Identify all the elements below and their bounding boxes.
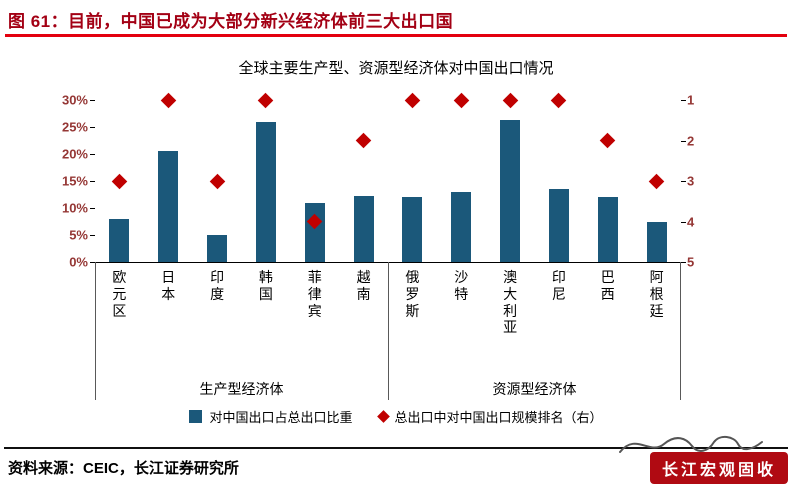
tick-mark-right (681, 221, 686, 223)
export-share-bar (402, 197, 423, 262)
chart-column (632, 100, 681, 262)
x-axis-label: 澳 大 利 亚 (503, 269, 518, 336)
group-separator-left (95, 262, 96, 400)
y-axis-right: 1 2 3 4 5 (687, 93, 717, 270)
legend-item-rank: 总出口中对中国出口规模排名（右） (376, 407, 603, 426)
chart-column (535, 92, 584, 262)
export-share-bar (597, 197, 618, 262)
y-tick-right: 1 (687, 92, 695, 108)
x-labels: 欧 元 区日 本印 度韩 国菲 律 宾越 南俄 罗 斯沙 特澳 大 利 亚印 尼… (95, 269, 681, 375)
export-share-bar (500, 119, 521, 262)
tick-mark-left (90, 235, 95, 236)
rank-diamond (111, 173, 128, 189)
legend: 对中国出口占总出口比重 总出口中对中国出口规模排名（右） (0, 407, 792, 426)
tick-mark-left (90, 154, 95, 155)
figure-title: 图 61：目前，中国已成为大部分新兴经济体前三大出口国 (8, 12, 454, 31)
x-axis-label: 日 本 (161, 269, 176, 302)
x-axis-label: 韩 国 (258, 269, 273, 302)
y-tick-right: 5 (687, 254, 695, 270)
chart-title: 全球主要生产型、资源型经济体对中国出口情况 (238, 60, 554, 77)
rank-diamond (160, 92, 177, 108)
y-tick-left: 20% (61, 146, 88, 162)
export-share-bar (158, 151, 179, 262)
rank-diamond (453, 92, 470, 108)
chart-column (583, 100, 632, 262)
x-axis-label: 印 度 (210, 269, 225, 302)
tick-mark-right (681, 140, 686, 142)
rank-diamond (599, 132, 616, 149)
export-share-bar (548, 189, 569, 262)
rank-series-marker (376, 410, 390, 423)
chart-column (242, 92, 291, 262)
plot-area (90, 92, 686, 263)
title-underline (5, 34, 787, 37)
rank-diamond (502, 92, 518, 108)
tick-mark-left (90, 181, 95, 182)
footer-divider (4, 447, 788, 449)
export-share-bar (646, 221, 667, 262)
x-axis-label: 巴 西 (600, 269, 615, 302)
source-note: 资料来源：CEIC，长江证券研究所 (8, 460, 239, 477)
chart-column (95, 100, 144, 262)
tick-mark-right (681, 181, 686, 182)
y-tick-left: 30% (61, 92, 88, 108)
chart-column (144, 92, 193, 262)
tick-mark-left (90, 262, 95, 263)
y-tick-left: 0% (69, 254, 88, 270)
export-share-bar (451, 191, 472, 262)
rank-diamond (648, 173, 665, 189)
x-axis-label: 阿 根 廷 (649, 269, 664, 319)
bar-series-label: 对中国出口占总出口比重 (209, 410, 353, 425)
tick-mark-right (681, 100, 686, 101)
rank-diamond (404, 92, 421, 108)
chart-column (486, 92, 535, 262)
x-axis-label: 欧 元 区 (112, 269, 127, 319)
y-tick-left: 5% (69, 227, 88, 243)
group-separator-middle (388, 262, 389, 400)
rank-diamond (209, 173, 225, 189)
chart-column (290, 100, 339, 262)
export-share-bar (304, 202, 325, 262)
export-share-bar (109, 218, 130, 262)
tick-mark-left (90, 127, 95, 128)
chart-column (193, 100, 242, 262)
tick-mark-left (90, 100, 95, 101)
chart-column (339, 100, 388, 262)
y-axis-left: 30% 25% 20% 15% 10% 5% 0% (36, 93, 88, 270)
x-axis-label: 菲 律 宾 (307, 269, 322, 319)
tick-mark-left (90, 208, 95, 209)
group-label-resource: 资源型经济体 (492, 381, 577, 397)
export-share-bar (255, 121, 276, 262)
chart-column (437, 92, 486, 262)
signature-scribble-icon (619, 436, 763, 453)
bar-series-marker (189, 410, 203, 423)
export-share-bar (353, 195, 374, 262)
x-axis-label: 沙 特 (454, 269, 469, 302)
rank-series-label: 总出口中对中国出口规模排名（右） (394, 410, 603, 425)
group-label-production: 生产型经济体 (199, 381, 284, 397)
chart-column (388, 92, 437, 262)
x-axis-label: 俄 罗 斯 (405, 269, 420, 319)
rank-diamond (355, 132, 372, 149)
y-tick-right: 3 (687, 173, 695, 189)
y-tick-left: 10% (61, 200, 88, 216)
x-axis-label: 越 南 (356, 269, 371, 302)
brand-stamp: 长江宏观固收 (649, 452, 788, 484)
rank-diamond (258, 92, 274, 108)
group-separator-right (680, 262, 681, 400)
rank-diamond (551, 92, 567, 108)
y-tick-right: 2 (687, 133, 695, 148)
y-tick-right: 4 (687, 214, 695, 229)
y-tick-left: 25% (61, 119, 88, 135)
legend-item-bar: 对中国出口占总出口比重 (189, 407, 353, 426)
export-share-bar (207, 235, 228, 262)
x-axis-label: 印 尼 (551, 269, 566, 302)
y-tick-left: 15% (61, 173, 88, 189)
tick-mark-right (681, 262, 686, 263)
